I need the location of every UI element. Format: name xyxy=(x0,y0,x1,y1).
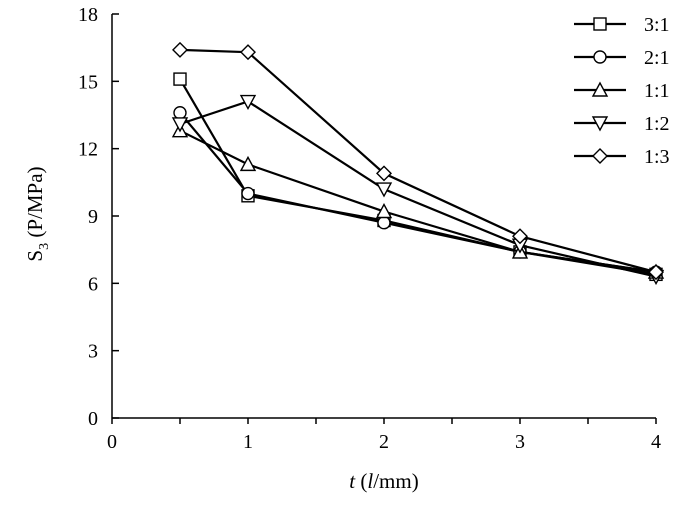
series-5 xyxy=(172,41,664,281)
data-point xyxy=(172,41,188,58)
x-tick-label: 0 xyxy=(107,431,117,453)
series-layer xyxy=(171,41,665,286)
y-tick-label: 9 xyxy=(88,206,98,228)
y-axis-title: S3 (P/MPa) xyxy=(23,166,52,261)
legend-label: 2:1 xyxy=(644,47,670,69)
data-point xyxy=(239,155,257,172)
y-tick-label: 3 xyxy=(88,341,98,363)
legend-item: 2:1 xyxy=(574,47,670,69)
legend-marker xyxy=(591,116,609,132)
x-axis-title: t (l/mm) xyxy=(349,469,418,493)
data-point xyxy=(239,94,257,111)
data-point xyxy=(173,72,187,86)
x-tick-label: 3 xyxy=(515,431,525,453)
series-line xyxy=(179,78,657,276)
data-point xyxy=(377,216,391,230)
x-tick-label: 1 xyxy=(243,431,253,453)
legend-label: 3:1 xyxy=(644,14,670,36)
legend-marker xyxy=(592,148,608,164)
legend-item: 1:3 xyxy=(574,146,670,168)
data-point xyxy=(512,228,528,245)
data-point xyxy=(375,182,393,198)
data-point xyxy=(375,203,393,219)
legend-item: 1:2 xyxy=(574,113,670,135)
y-tick-label: 6 xyxy=(88,273,98,295)
series-line xyxy=(179,48,657,274)
legend-label: 1:3 xyxy=(644,146,670,168)
data-point xyxy=(648,264,664,281)
legend-item: 3:1 xyxy=(574,14,670,36)
data-point xyxy=(241,186,255,201)
data-point xyxy=(171,117,189,133)
y-tick-label: 15 xyxy=(78,71,98,93)
data-point xyxy=(240,44,256,61)
series-2 xyxy=(173,106,663,279)
y-tick-label: 0 xyxy=(88,408,98,430)
data-point xyxy=(376,165,392,182)
legend-label: 1:2 xyxy=(644,113,670,135)
x-tick-label: 4 xyxy=(651,431,661,453)
legend-item: 1:1 xyxy=(574,80,670,102)
legend-marker xyxy=(593,17,607,31)
legend: 3:1 2:1 1:1 1:2 1:3 xyxy=(574,14,670,168)
data-point xyxy=(173,106,187,120)
y-tick-label: 12 xyxy=(78,139,98,161)
legend-marker xyxy=(593,50,607,64)
y-tick-label: 18 xyxy=(78,4,98,26)
legend-marker xyxy=(591,81,609,97)
x-tick-label: 2 xyxy=(379,431,389,453)
legend-label: 1:1 xyxy=(644,80,670,102)
